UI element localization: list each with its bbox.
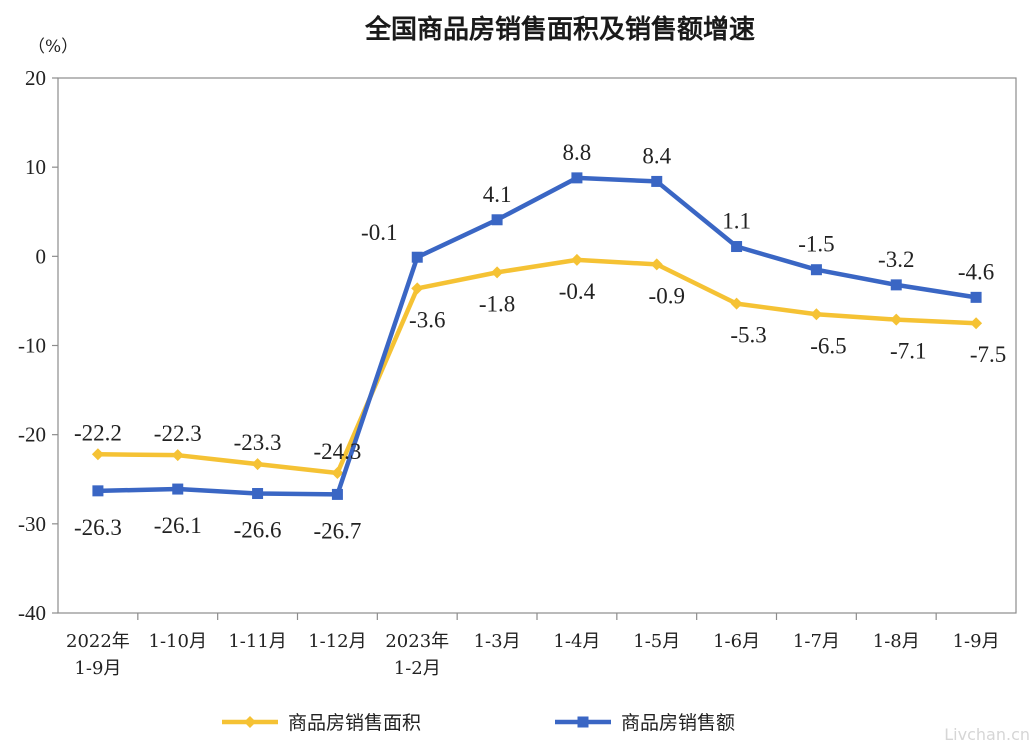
- x-tick-label: 1-8月: [873, 631, 920, 652]
- legend-swatch-marker: [577, 716, 589, 728]
- data-point: [491, 266, 504, 279]
- x-tick-label: 2023年: [385, 631, 449, 652]
- data-point: [91, 448, 104, 461]
- data-label: -5.3: [730, 323, 766, 348]
- data-label: -1.8: [479, 291, 515, 316]
- x-tick-label: 1-9月: [74, 658, 121, 679]
- axes: 20 10 0 -10 -20 -30 -40 2022年 1-9月 1-10月 1-11月 1-12…: [18, 66, 1017, 679]
- legend-label: 商品房销售额: [621, 712, 735, 734]
- data-point: [650, 258, 663, 271]
- data-label: -0.1: [361, 220, 397, 245]
- data-point: [252, 488, 264, 500]
- data-point: [331, 467, 344, 480]
- x-tick-label: 1-11月: [228, 631, 286, 652]
- data-point: [651, 175, 663, 187]
- data-point: [810, 264, 822, 276]
- y-tick-label: -10: [18, 334, 46, 358]
- data-point: [571, 172, 583, 184]
- x-tick-label: 2022年: [66, 631, 130, 652]
- y-tick-label: -30: [18, 512, 46, 536]
- data-point: [92, 485, 104, 497]
- data-point: [731, 241, 743, 253]
- data-label: -26.1: [154, 513, 202, 538]
- data-point: [171, 449, 184, 462]
- data-label: -4.6: [958, 259, 994, 284]
- data-point: [411, 251, 423, 263]
- series-line: [95, 175, 979, 497]
- data-point: [411, 282, 424, 295]
- data-labels: -22.2 -22.3 -23.3 -24.3 -3.6 -1.8 -0.4 -0.9 -5.3…: [74, 140, 1006, 544]
- data-label: -3.6: [409, 307, 445, 332]
- watermark: Livchan.cn: [944, 725, 1030, 744]
- y-tick-label: 10: [25, 155, 46, 179]
- series-line: [95, 257, 979, 476]
- data-point: [172, 483, 184, 495]
- data-point: [890, 313, 903, 326]
- data-label: -7.1: [890, 339, 926, 364]
- chart-title: 全国商品房销售面积及销售额增速: [364, 14, 755, 45]
- legend: 商品房销售面积 商品房销售额: [222, 712, 735, 734]
- data-label: -26.7: [313, 518, 361, 543]
- y-tick-label: 0: [36, 244, 47, 268]
- y-unit-label: （%）: [28, 37, 78, 57]
- data-label: -22.3: [154, 421, 202, 446]
- x-tick-label: 1-2月: [394, 658, 441, 679]
- data-point: [570, 253, 583, 266]
- x-tick-label: 1-6月: [713, 631, 760, 652]
- data-label: -0.9: [649, 283, 685, 308]
- data-point: [491, 214, 503, 226]
- data-label: -22.2: [74, 420, 122, 445]
- x-tick-label: 1-3月: [474, 631, 521, 652]
- x-tick-label: 1-10月: [149, 631, 207, 652]
- y-tick-label: -40: [18, 601, 46, 625]
- legend-swatch-marker: [244, 716, 256, 728]
- data-label: -24.3: [313, 439, 361, 464]
- data-label: -0.4: [559, 279, 596, 304]
- data-point: [970, 317, 983, 330]
- data-point: [251, 458, 264, 471]
- data-label: -3.2: [878, 247, 914, 272]
- data-point: [890, 279, 902, 291]
- data-label: 4.1: [483, 182, 512, 207]
- data-point: [970, 291, 982, 303]
- x-tick-label: 1-9月: [953, 631, 1000, 652]
- y-tick-label: -20: [18, 423, 46, 447]
- data-point: [730, 297, 743, 310]
- legend-label: 商品房销售面积: [288, 712, 421, 734]
- data-point: [810, 308, 823, 321]
- x-tick-label: 1-5月: [633, 631, 680, 652]
- data-label: -6.5: [810, 333, 846, 358]
- y-tick-label: 20: [25, 66, 46, 90]
- data-label: 1.1: [722, 209, 751, 234]
- data-label: 8.8: [563, 140, 592, 165]
- data-label: -1.5: [798, 232, 834, 257]
- data-label: 8.4: [642, 143, 671, 168]
- data-label: -23.3: [234, 430, 282, 455]
- data-label: -26.6: [234, 518, 282, 543]
- data-point: [331, 488, 343, 500]
- x-tick-label: 1-12月: [308, 631, 366, 652]
- data-label: -7.5: [970, 342, 1006, 367]
- series-layer: [91, 172, 983, 500]
- x-tick-label: 1-7月: [793, 631, 840, 652]
- data-label: -26.3: [74, 515, 122, 540]
- x-tick-label: 1-4月: [553, 631, 600, 652]
